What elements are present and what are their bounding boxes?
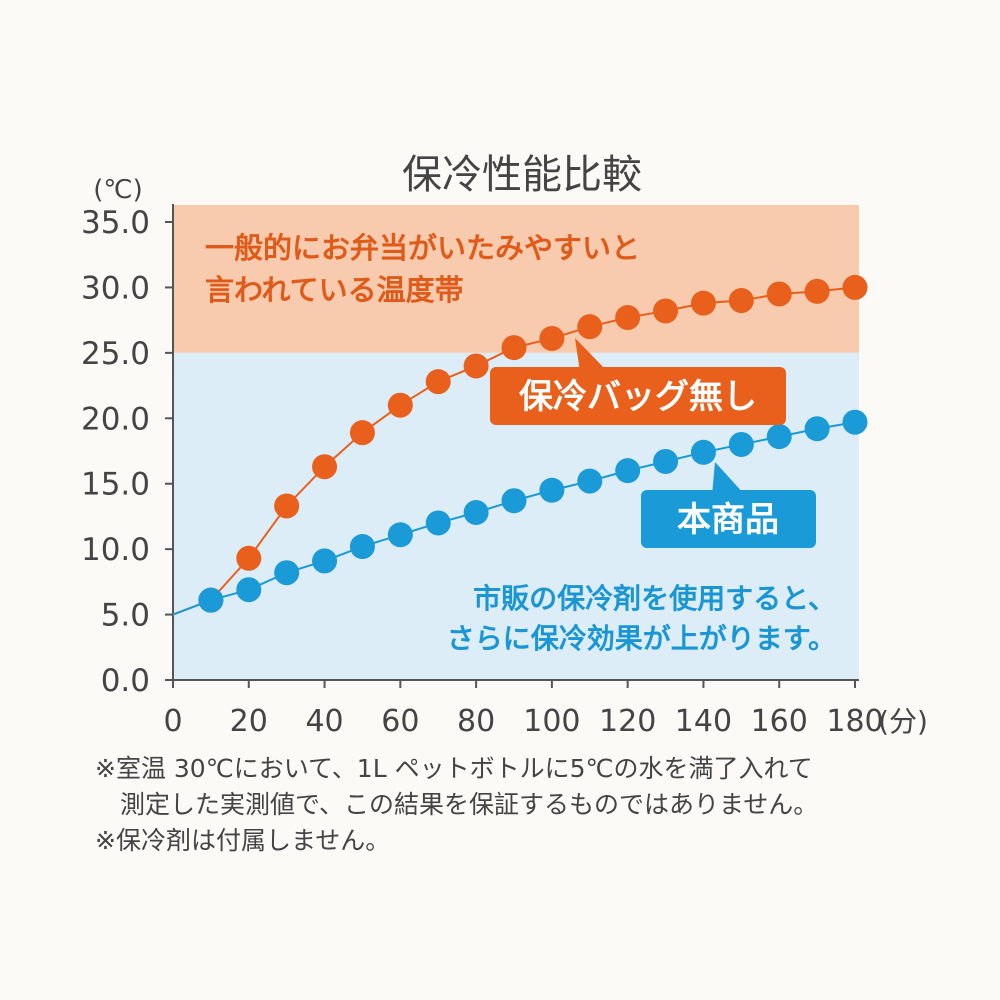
data-point-1 [387, 522, 413, 548]
data-point-1 [539, 477, 565, 503]
y-tick-label: 5.0 [101, 598, 150, 634]
data-point-0 [804, 278, 830, 304]
data-point-1 [236, 577, 262, 603]
data-point-1 [312, 548, 338, 574]
footnote: ※室温 30℃において、1L ペットボトルに5℃の水を満了入れて [95, 754, 813, 783]
y-tick-label: 20.0 [81, 401, 150, 437]
data-point-0 [653, 298, 679, 324]
y-tick-label: 35.0 [81, 205, 150, 241]
data-point-0 [349, 420, 375, 446]
x-tick-label: 140 [675, 704, 732, 739]
data-point-0 [842, 274, 868, 300]
data-point-0 [539, 325, 565, 351]
series-label-box [490, 367, 786, 425]
data-point-1 [728, 431, 754, 457]
chart-title: 保冷性能比較 [402, 152, 642, 198]
data-point-0 [236, 545, 262, 571]
x-tick-label: 120 [599, 704, 656, 739]
annotation: さらに保冷効果が上がります。 [447, 622, 836, 655]
callout-pointer [575, 338, 608, 372]
data-point-1 [615, 458, 641, 484]
x-tick-label: 0 [163, 704, 182, 739]
x-tick-label: 100 [523, 704, 580, 739]
x-tick-label: 160 [751, 704, 808, 739]
series-label: 本商品 [677, 500, 779, 540]
band-label: 言われている温度帯 [205, 273, 464, 307]
data-point-1 [463, 500, 489, 526]
data-point-0 [690, 290, 716, 316]
x-axis-unit: (分) [878, 705, 928, 738]
y-tick-label: 25.0 [81, 336, 150, 372]
data-point-0 [577, 314, 603, 340]
y-tick-label: 15.0 [81, 467, 150, 503]
data-point-0 [501, 335, 527, 361]
x-tick-label: 180 [826, 704, 883, 739]
data-point-0 [387, 392, 413, 418]
data-point-1 [425, 510, 451, 536]
data-point-0 [274, 493, 300, 519]
data-point-1 [198, 587, 224, 613]
data-point-1 [842, 409, 868, 435]
y-tick-label: 0.0 [101, 663, 150, 699]
band-label: 一般的にお弁当がいたみやすいと [205, 231, 640, 265]
data-point-0 [312, 454, 338, 480]
data-point-0 [463, 353, 489, 379]
data-point-0 [766, 281, 792, 307]
callout-pointer [712, 462, 745, 495]
x-tick-label: 60 [381, 704, 419, 739]
data-point-1 [653, 448, 679, 474]
series-label-box [641, 490, 816, 548]
x-tick-label: 40 [305, 704, 343, 739]
data-point-1 [766, 424, 792, 450]
data-point-1 [274, 560, 300, 586]
data-point-1 [577, 468, 603, 494]
data-point-0 [728, 288, 754, 314]
data-point-1 [804, 416, 830, 442]
footnote: 測定した実測値で、この結果を保証するものではありません。 [95, 790, 819, 819]
annotation: 市販の保冷剤を使用すると、 [473, 582, 836, 615]
y-tick-label: 10.0 [81, 532, 150, 568]
x-tick-label: 20 [230, 704, 268, 739]
band-0 [173, 204, 859, 353]
data-point-1 [690, 439, 716, 465]
data-point-1 [501, 488, 527, 514]
data-point-0 [425, 369, 451, 395]
data-point-0 [615, 305, 641, 331]
x-tick-label: 80 [457, 704, 495, 739]
y-axis-unit: (℃) [93, 175, 143, 205]
series-label: 保冷バッグ無し [519, 377, 757, 417]
footnote: ※保冷剤は付属しません。 [95, 826, 391, 855]
data-point-1 [349, 534, 375, 560]
y-tick-label: 30.0 [81, 270, 150, 306]
